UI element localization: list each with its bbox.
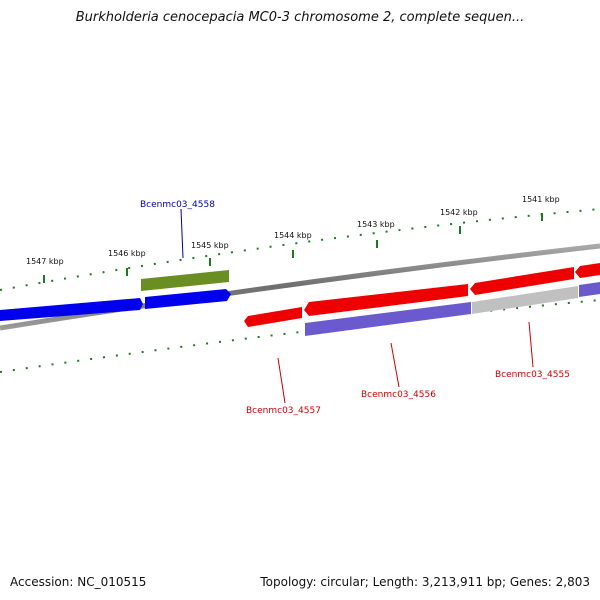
gene-red-1[interactable] [244,307,302,327]
tick-label: 1544 kbp [274,231,312,240]
tick-label: 1543 kbp [357,220,395,229]
gene-red-3[interactable] [470,267,574,295]
gene-blue-1[interactable] [0,298,143,321]
gene-label-4558[interactable]: Bcenmc03_4558 [140,200,215,210]
gene-green[interactable] [141,270,229,291]
gene-blue-2[interactable] [145,289,231,309]
gene-gray[interactable] [472,286,578,314]
outer-tick-ring [0,208,600,291]
accession-text: Accession: NC_010515 [10,575,147,589]
map-title: Burkholderia cenocepacia MC0-3 chromosom… [75,10,525,25]
leader-line-4555 [528,321,534,368]
gene-label-4555[interactable]: Bcenmc03_4555 [495,370,570,380]
tick-label: 1545 kbp [191,241,229,250]
tick-labels: 1547 kbp 1546 kbp 1545 kbp 1544 kbp 1543… [26,195,560,266]
topology-text: Topology: circular; Length: 3,213,911 bp… [260,575,590,589]
gene-red-4[interactable] [575,263,600,278]
gene-label-4557[interactable]: Bcenmc03_4557 [246,406,321,416]
tick-label: 1541 kbp [522,195,560,204]
gene-purple-2[interactable] [579,282,600,297]
gene-purple-1[interactable] [305,302,471,336]
tick-label: 1546 kbp [108,249,146,258]
tick-label: 1547 kbp [26,257,64,266]
leader-line-4558 [180,208,184,259]
gene-label-4556[interactable]: Bcenmc03_4556 [361,390,436,400]
gene-red-2[interactable] [304,284,468,316]
leader-line-4556 [390,342,400,388]
leader-line-4557 [277,357,286,404]
chromosome-backbone [0,243,600,331]
major-ticks [43,213,543,283]
tick-label: 1542 kbp [440,208,478,217]
